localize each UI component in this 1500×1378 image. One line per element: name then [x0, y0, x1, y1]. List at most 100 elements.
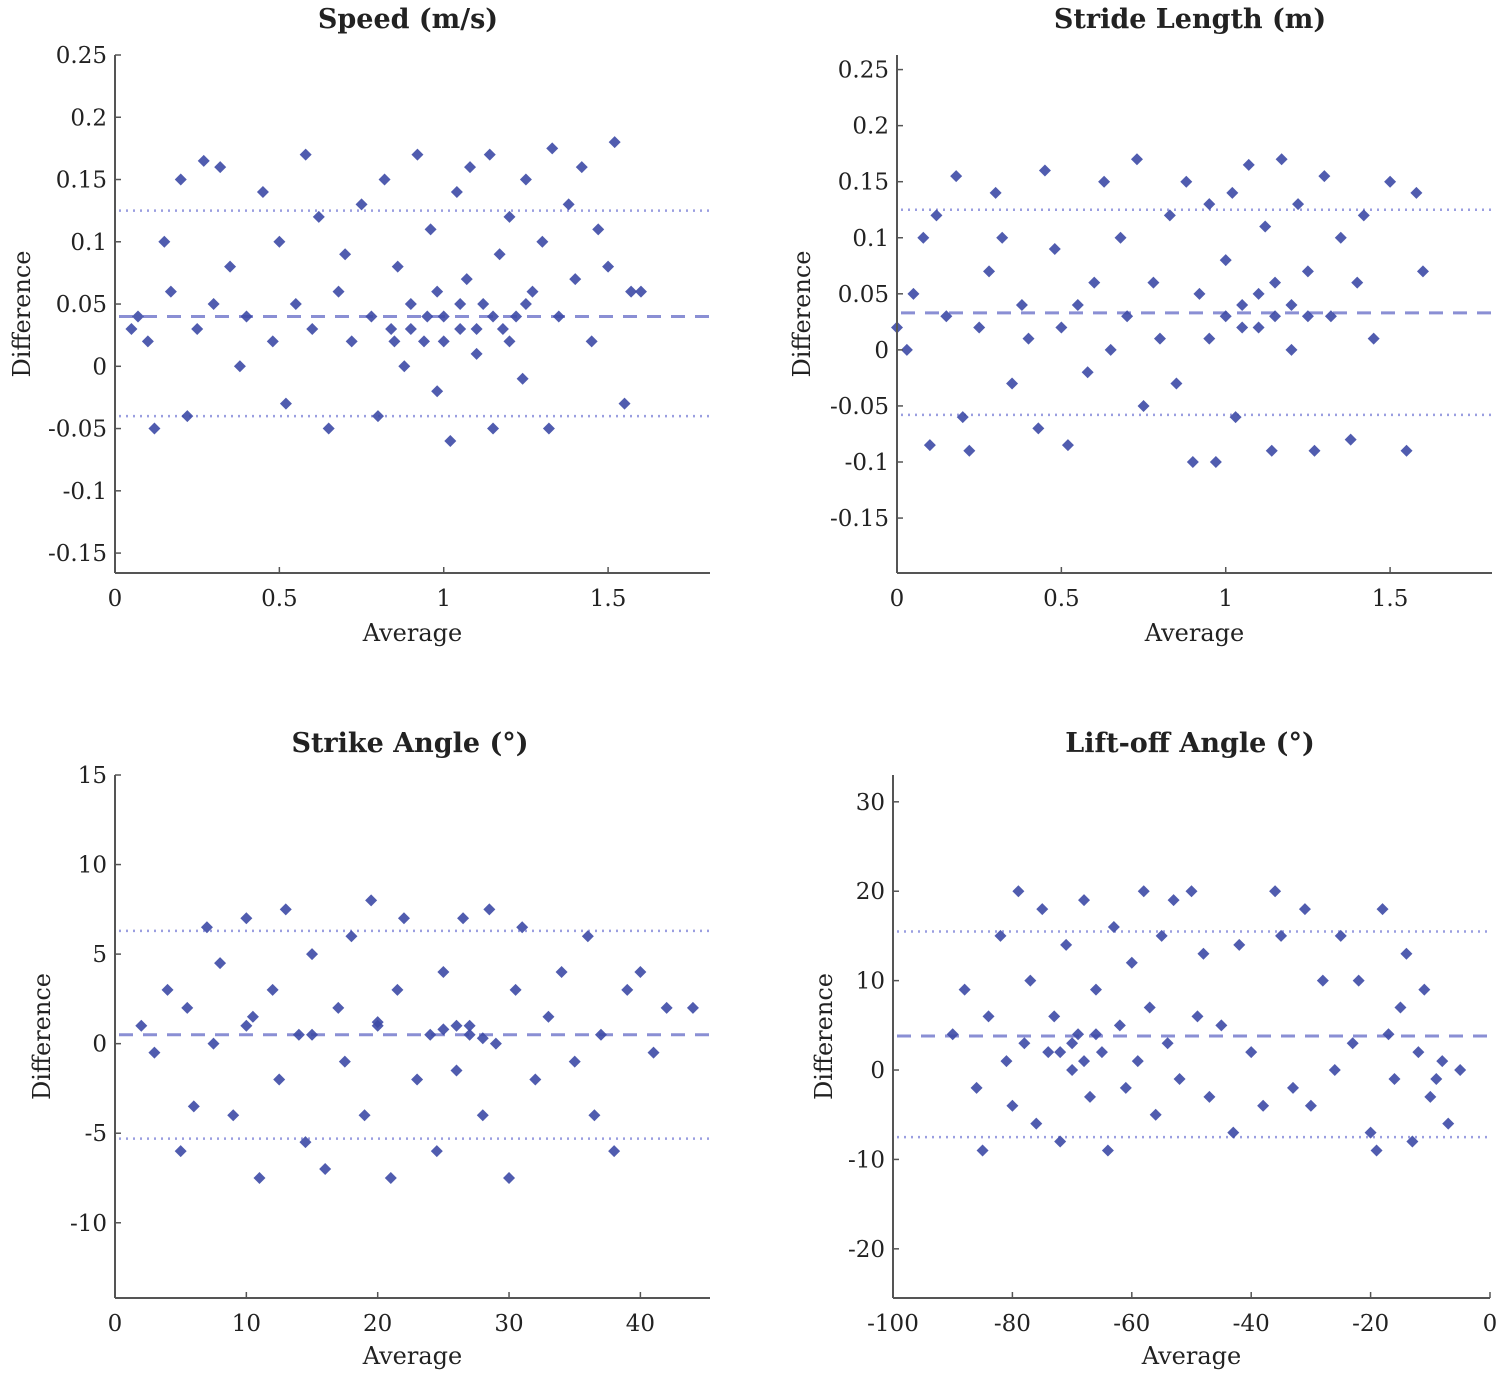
data-point [963, 444, 976, 457]
data-point [519, 173, 532, 186]
data-point [1048, 242, 1061, 255]
data-point [1055, 321, 1068, 334]
data-point [575, 161, 588, 174]
data-point [930, 209, 943, 222]
data-point [1406, 1135, 1419, 1148]
data-point [1153, 332, 1166, 345]
data-point [1219, 310, 1232, 323]
data-point [608, 1145, 621, 1158]
data-point [1042, 1046, 1055, 1059]
data-point [1259, 220, 1272, 233]
data-point [141, 335, 154, 348]
data-point [562, 198, 575, 211]
data-point [1113, 1019, 1126, 1032]
data-point [339, 248, 352, 261]
x-tick-label: -80 [994, 1311, 1031, 1337]
y-tick-label: 0.15 [838, 170, 889, 196]
y-tick-label: -5 [85, 1121, 107, 1147]
data-point [923, 439, 936, 452]
y-tick-label: 0.1 [852, 226, 889, 252]
data-point [1301, 310, 1314, 323]
data-point [418, 335, 431, 348]
data-point [1252, 321, 1265, 334]
data-point [1334, 929, 1347, 942]
data-point [1030, 1117, 1043, 1130]
data-point [940, 310, 953, 323]
data-point [1265, 444, 1278, 457]
data-point [1131, 1055, 1144, 1068]
data-point [510, 310, 523, 323]
x-axis-label: Average [362, 1342, 462, 1370]
chart-title: Strike Angle (°) [291, 728, 528, 759]
data-point [1346, 1037, 1359, 1050]
data-point [256, 185, 269, 198]
data-point [1098, 175, 1111, 188]
data-point [1060, 938, 1073, 951]
data-point [660, 1001, 673, 1014]
data-point [299, 148, 312, 161]
data-point [1066, 1037, 1079, 1050]
x-tick-label: 40 [626, 1311, 655, 1337]
data-point [273, 1073, 286, 1086]
data-point [1038, 164, 1051, 177]
data-point [569, 273, 582, 286]
data-point [158, 235, 171, 248]
data-point [1054, 1046, 1067, 1059]
data-point [1370, 1144, 1383, 1157]
data-point [1161, 1037, 1174, 1050]
data-point [345, 335, 358, 348]
data-point [1316, 974, 1329, 987]
data-point [1304, 1099, 1317, 1112]
y-tick-label: 0.2 [852, 114, 889, 140]
data-point [621, 983, 634, 996]
data-point [1081, 366, 1094, 379]
data-point [240, 912, 253, 925]
data-point [191, 322, 204, 335]
data-point [1324, 310, 1337, 323]
data-point [391, 260, 404, 273]
data-point [1167, 894, 1180, 907]
x-tick-label: 0 [1483, 1311, 1498, 1337]
data-point [450, 1019, 463, 1032]
data-point [306, 322, 319, 335]
data-point [1292, 198, 1305, 211]
data-point [476, 1109, 489, 1122]
data-point [306, 1028, 319, 1041]
data-point [181, 410, 194, 423]
data-point [1089, 1028, 1102, 1041]
data-point [1104, 343, 1117, 356]
data-point [1180, 175, 1193, 188]
data-point [345, 930, 358, 943]
x-tick-label: 1.5 [1372, 586, 1409, 612]
y-tick-label: -0.15 [48, 541, 107, 567]
y-tick-label: -0.15 [830, 506, 889, 532]
y-axis-label: Difference [788, 251, 816, 378]
data-point [994, 929, 1007, 942]
data-point [378, 173, 391, 186]
data-point [385, 322, 398, 335]
data-point [487, 422, 500, 435]
data-point [1257, 1099, 1270, 1112]
data-point [470, 322, 483, 335]
data-point [450, 185, 463, 198]
data-point [976, 1144, 989, 1157]
data-point [1015, 299, 1028, 312]
data-point [371, 1016, 384, 1029]
data-point [207, 1037, 220, 1050]
x-axis-label: Average [1141, 1342, 1241, 1370]
data-point [1226, 186, 1239, 199]
data-point [477, 298, 490, 311]
data-point [618, 397, 631, 410]
data-point [463, 1028, 476, 1041]
data-point [1233, 938, 1246, 951]
data-point [1301, 265, 1314, 278]
data-point [411, 148, 424, 161]
data-point [253, 1171, 266, 1184]
data-point [1173, 1072, 1186, 1085]
data-point [1275, 153, 1288, 166]
data-point [476, 1032, 489, 1045]
data-point [1286, 1081, 1299, 1094]
data-point [1424, 1090, 1437, 1103]
data-point [1285, 299, 1298, 312]
